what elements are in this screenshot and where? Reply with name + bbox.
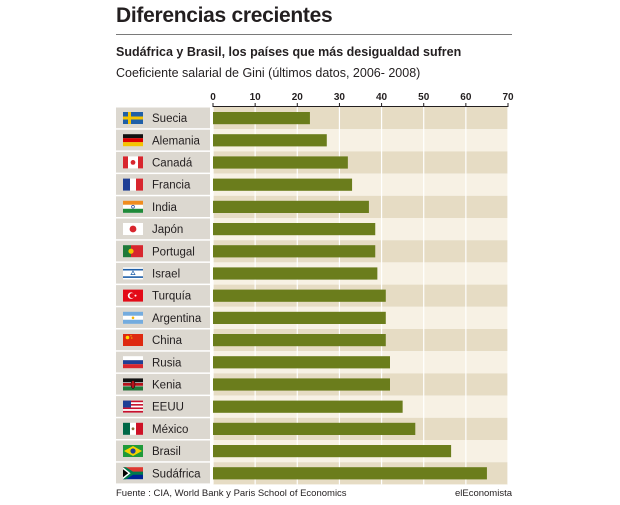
bar bbox=[213, 267, 378, 280]
title-divider bbox=[116, 34, 512, 35]
bar bbox=[213, 223, 376, 236]
tick-label: 0 bbox=[210, 92, 216, 103]
chart-description: Coeficiente salarial de Gini (últimos da… bbox=[116, 66, 421, 80]
flag-sweden-icon bbox=[123, 112, 143, 124]
bar bbox=[213, 378, 390, 391]
country-label: Rusia bbox=[152, 357, 182, 369]
country-label: Brasil bbox=[152, 446, 181, 458]
country-label: Francia bbox=[152, 180, 191, 192]
country-label: Turquía bbox=[152, 291, 192, 303]
bar bbox=[213, 134, 327, 147]
country-label: Alemania bbox=[152, 135, 201, 147]
country-label: Kenia bbox=[152, 380, 182, 392]
flag-france-icon bbox=[123, 178, 143, 191]
country-label: EEUU bbox=[152, 402, 184, 414]
flag-portugal-icon bbox=[123, 245, 143, 258]
flag-south-africa-icon bbox=[123, 467, 143, 480]
bar bbox=[213, 467, 487, 480]
country-label: Sudáfrica bbox=[152, 468, 201, 480]
flag-argentina-icon bbox=[123, 311, 143, 324]
bar bbox=[213, 422, 416, 435]
bar bbox=[213, 289, 386, 302]
flag-usa-icon bbox=[123, 400, 143, 413]
country-label: China bbox=[152, 335, 183, 347]
country-label: Japón bbox=[152, 224, 183, 236]
country-label: Portugal bbox=[152, 246, 195, 258]
brand-logo: elEconomista bbox=[454, 488, 512, 499]
tick-label: 30 bbox=[334, 92, 346, 103]
country-label: Argentina bbox=[152, 313, 202, 325]
bar bbox=[213, 311, 386, 324]
tick-label: 70 bbox=[502, 92, 514, 103]
tick-label: 20 bbox=[292, 92, 304, 103]
bar bbox=[213, 156, 348, 169]
flag-kenya-icon bbox=[123, 378, 143, 391]
bar bbox=[213, 178, 353, 191]
chart-subtitle: Sudáfrica y Brasil, los países que más d… bbox=[116, 45, 462, 59]
flag-india-icon bbox=[123, 200, 143, 213]
flag-canada-icon bbox=[123, 156, 143, 169]
source-note: Fuente : CIA, World Bank y Paris School … bbox=[116, 488, 347, 499]
country-label: India bbox=[152, 202, 178, 214]
country-label: Canadá bbox=[152, 158, 193, 170]
flag-japan-icon bbox=[123, 223, 143, 235]
flag-china-icon bbox=[123, 334, 143, 346]
flag-israel-icon bbox=[123, 267, 143, 280]
country-label: Suecia bbox=[152, 113, 188, 125]
tick-label: 40 bbox=[376, 92, 388, 103]
bar bbox=[213, 200, 369, 213]
flag-russia-icon bbox=[123, 356, 143, 369]
flag-turkey-icon bbox=[123, 289, 143, 302]
country-label: México bbox=[152, 424, 188, 436]
chart-title: Diferencias crecientes bbox=[116, 4, 333, 27]
tick-label: 60 bbox=[460, 92, 472, 103]
bar bbox=[213, 112, 310, 125]
flag-brazil-icon bbox=[123, 445, 143, 457]
tick-label: 50 bbox=[418, 92, 430, 103]
bar bbox=[213, 356, 390, 369]
tick-label: 10 bbox=[250, 92, 262, 103]
bar bbox=[213, 334, 386, 347]
flag-mexico-icon bbox=[123, 422, 143, 435]
country-label: Israel bbox=[152, 269, 180, 281]
bar bbox=[213, 400, 403, 413]
flag-germany-icon bbox=[123, 134, 143, 147]
bar bbox=[213, 445, 452, 458]
bar bbox=[213, 245, 376, 258]
